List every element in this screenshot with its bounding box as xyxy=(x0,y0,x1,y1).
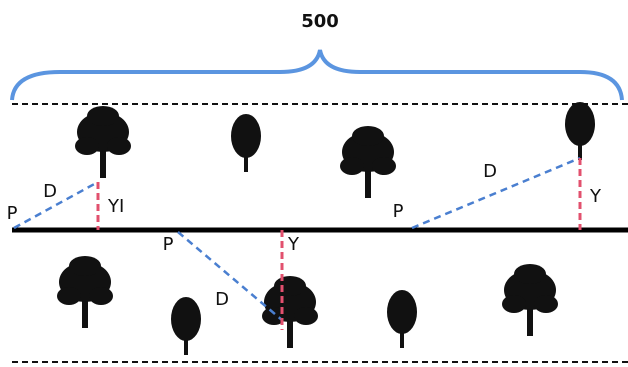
brace xyxy=(12,50,622,100)
offset-label: YI xyxy=(107,196,124,217)
offset-label: Y xyxy=(287,234,300,255)
point-label: P xyxy=(163,234,174,255)
offset-label: Y xyxy=(589,186,602,207)
point-label: P xyxy=(393,201,404,222)
distance-label: D xyxy=(215,289,229,310)
diagram: 500 P D YI P D Y P D Y xyxy=(0,0,628,367)
point-label: P xyxy=(7,203,18,224)
distance-label: D xyxy=(483,161,497,182)
width-label: 500 xyxy=(301,11,339,32)
distance-label: D xyxy=(43,181,57,202)
